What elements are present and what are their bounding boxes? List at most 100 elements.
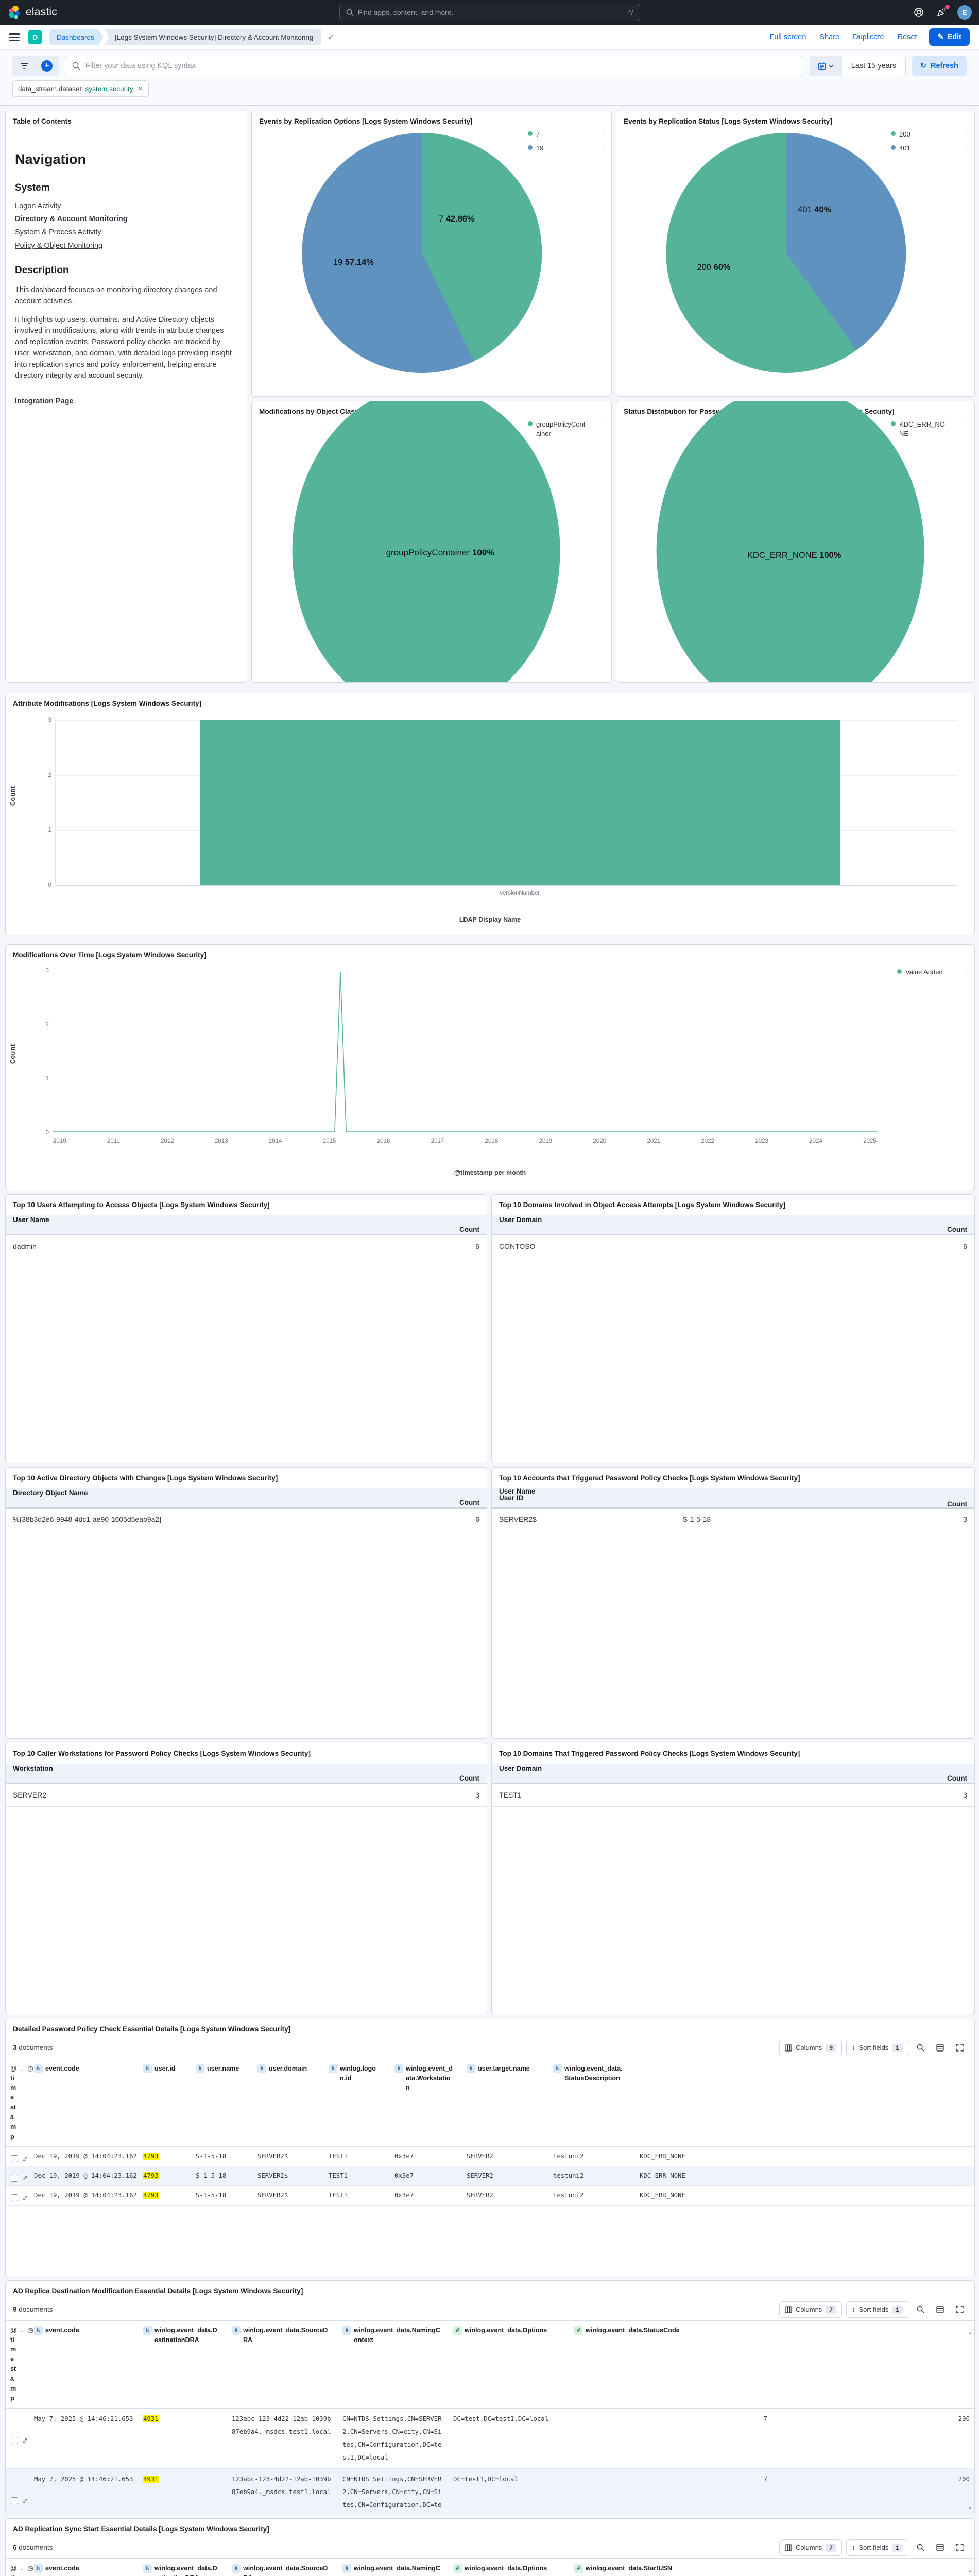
grid-column-header[interactable]: k event.code [29,2559,139,2576]
legend-menu-icon[interactable]: ⋮ [963,967,969,975]
bar-versionNumber[interactable] [200,720,840,885]
table-row[interactable]: CONTOSO 6 [492,1235,974,1258]
display-options-icon[interactable] [932,2540,948,2555]
grid-column-header[interactable]: k event.code [29,2321,139,2408]
legend-item[interactable]: 7 ⋮ [528,130,606,139]
news-icon[interactable] [935,5,950,19]
expand-row-icon[interactable] [22,2175,27,2181]
grid-row[interactable]: Dec 19, 2019 @ 14:04:23.162 4793 S-1-5-18 S… [6,2146,974,2166]
column-header[interactable]: Count [947,1500,967,1508]
grid-column-header[interactable]: k user.target.name [462,2059,548,2146]
action-link[interactable]: Full screen [769,33,806,41]
fullscreen-icon[interactable] [952,2040,967,2056]
grid-column-header[interactable]: k user.domain [253,2059,324,2146]
grid-column-header[interactable]: k winlog.logon.id [324,2059,390,2146]
menu-icon[interactable] [9,33,20,41]
avatar[interactable]: E [957,5,972,20]
scroll-down-icon[interactable]: ▼ [968,2505,972,2511]
global-search-input[interactable]: Find apps, content, and more. ^/ [339,4,640,21]
legend-menu-icon[interactable]: ⋮ [599,143,606,151]
grid-column-header[interactable]: ◷@timestamp↓ [6,2321,33,2408]
pie-chart[interactable]: 7 42.86% 19 57.14% [302,133,542,373]
legend-item[interactable]: groupPolicyContainer ⋮ [528,420,606,438]
table-row[interactable]: %{38b3d2e6-9948-4dc1-ae90-1605d5eab9a2} 6 [6,1509,487,1531]
legend-item[interactable]: KDC_ERR_NONE ⋮ [891,420,969,438]
add-control-button[interactable]: + [38,58,56,74]
legend-menu-icon[interactable]: ⋮ [963,129,969,137]
integration-page-link[interactable]: Integration Page [15,397,74,406]
action-link[interactable]: Duplicate [853,33,884,41]
column-header[interactable]: Count [947,1774,967,1782]
action-link[interactable]: Reset [897,33,917,41]
column-header[interactable]: User Name [13,1216,49,1224]
edit-button[interactable]: ✎ Edit [929,28,970,46]
column-header[interactable]: User Domain [499,1765,542,1773]
pie-chart[interactable]: groupPolicyContainer 100% [292,401,560,682]
scroll-up-icon[interactable]: ▲ [968,2568,972,2573]
grid-column-header[interactable]: # winlog.event_data.StatusCode [570,2321,772,2408]
fullscreen-icon[interactable] [952,2302,967,2317]
row-checkbox[interactable] [11,2194,18,2201]
grid-column-header[interactable]: k winlog.event_data.Workstation [390,2059,462,2146]
table-row[interactable]: SERVER2 3 [6,1784,487,1807]
legend-menu-icon[interactable]: ⋮ [599,129,606,137]
grid-row[interactable]: Dec 19, 2019 @ 14:04:23.162 4793 S-1-5-18 S… [6,2185,974,2206]
toc-link[interactable]: Directory & Account Monitoring [15,215,128,224]
grid-column-header[interactable]: # winlog.event_data.StartUSN [570,2559,772,2576]
grid-column-header[interactable]: k winlog.event_data.StatusDescription [548,2059,635,2146]
sort-fields-button[interactable]: ↕ Sort fields 1 [846,2539,908,2556]
search-icon[interactable] [913,2540,928,2555]
display-options-icon[interactable] [932,2040,948,2056]
toc-link[interactable]: System & Process Activity [15,228,101,237]
grid-row[interactable]: Dec 19, 2019 @ 14:04:23.162 4793 S-1-5-18 S… [6,2166,974,2186]
row-checkbox[interactable] [11,2155,18,2162]
expand-row-icon[interactable] [22,2195,27,2201]
filter-icon[interactable] [15,58,33,74]
elastic-logo[interactable]: elastic [7,5,57,20]
legend-item[interactable]: Value Added ⋮ [897,968,969,977]
legend-menu-icon[interactable]: ⋮ [963,419,969,427]
expand-row-icon[interactable] [22,2156,27,2162]
row-checkbox[interactable] [11,2497,18,2505]
search-icon[interactable] [913,2040,928,2056]
fullscreen-icon[interactable] [952,2540,967,2555]
columns-button[interactable]: Columns 7 [779,2301,842,2318]
row-checkbox[interactable] [11,2437,18,2445]
pie-chart[interactable]: KDC_ERR_NONE 100% [656,401,924,682]
space-avatar[interactable]: D [28,30,42,44]
calendar-button[interactable] [810,56,842,76]
table-row[interactable]: SERVER2$ S-1-5-18 3 [492,1509,974,1531]
sort-fields-button[interactable]: ↕ Sort fields 1 [846,2301,908,2318]
column-header[interactable]: Workstation [13,1765,53,1773]
search-icon[interactable] [913,2302,928,2317]
legend-item[interactable]: 401 ⋮ [891,144,969,153]
toc-link[interactable]: Logon Activity [15,201,61,210]
value-added-series[interactable] [53,971,877,1133]
sort-fields-button[interactable]: ↕ Sort fields 1 [846,2039,908,2056]
display-options-icon[interactable] [932,2302,948,2317]
legend-item[interactable]: 19 ⋮ [528,144,606,153]
table-row[interactable]: dadmin 6 [6,1235,487,1258]
action-link[interactable]: Share [819,33,840,41]
toc-link[interactable]: Policy & Object Monitoring [15,241,103,250]
grid-column-header[interactable]: # winlog.event_data.Options [449,2559,570,2576]
table-row[interactable]: TEST1 3 [492,1784,974,1807]
column-header[interactable]: User Domain [499,1216,542,1224]
legend-item[interactable]: 200 ⋮ [891,130,969,139]
grid-row[interactable]: May 7, 2025 @ 14:46:21.653 4931 123abc-123… [6,2468,974,2514]
grid-column-header[interactable]: k event.code [29,2059,139,2146]
kql-search-input[interactable]: Filter your data using KQL syntax [65,56,803,76]
columns-button[interactable]: Columns 7 [779,2539,842,2556]
close-icon[interactable]: ✕ [137,84,143,92]
row-checkbox[interactable] [11,2174,18,2182]
grid-column-header[interactable]: k user.id [139,2059,191,2146]
columns-button[interactable]: Columns 9 [779,2039,842,2056]
time-range-value[interactable]: Last 15 years [851,62,896,70]
grid-column-header[interactable]: # winlog.event_data.Options [449,2321,570,2408]
